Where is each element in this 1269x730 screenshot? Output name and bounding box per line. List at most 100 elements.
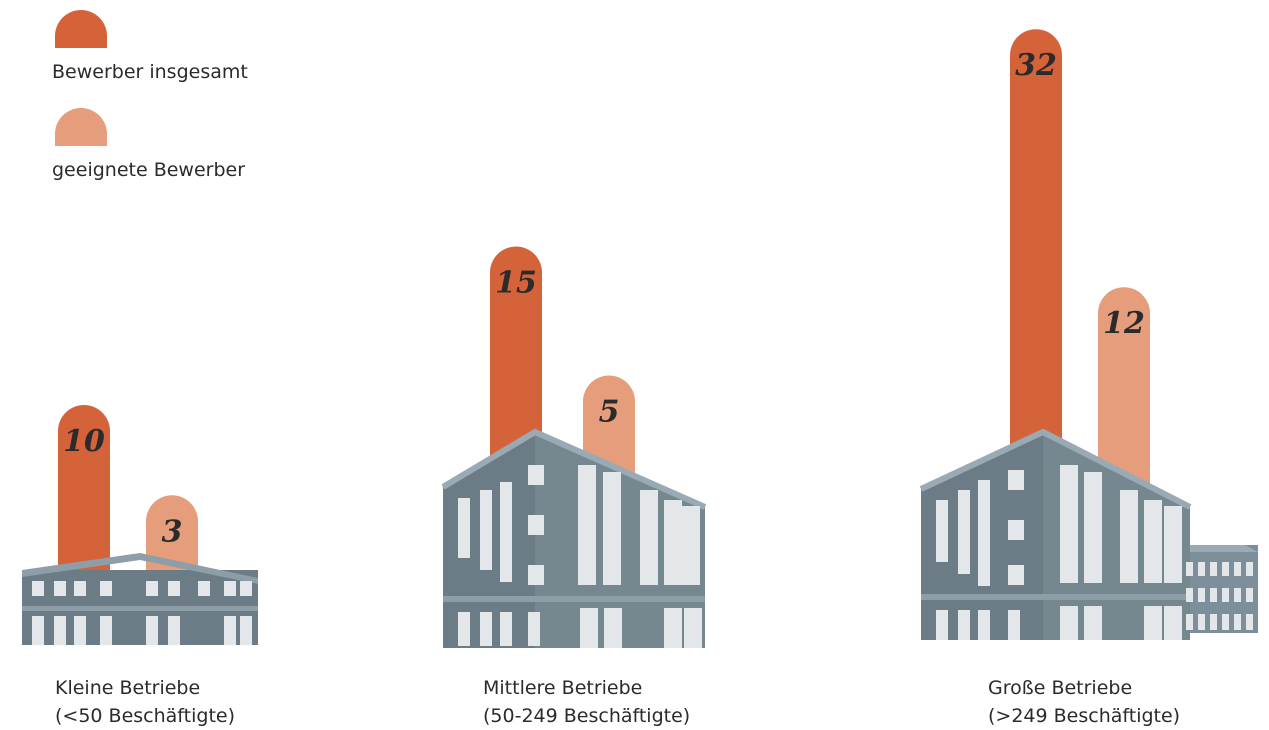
window [528, 565, 544, 585]
window [1008, 565, 1024, 585]
window [1222, 588, 1229, 602]
legend-swatch [55, 108, 107, 146]
window [500, 482, 512, 582]
legend-label: geeignete Bewerber [52, 159, 245, 181]
chimney-bar [1098, 287, 1150, 520]
window [54, 581, 66, 596]
window [168, 581, 180, 596]
legend-label: Bewerber insgesamt [52, 61, 248, 83]
legend-swatch [55, 10, 107, 48]
window [458, 498, 470, 558]
window [1210, 614, 1217, 630]
window [664, 608, 682, 648]
window [578, 465, 596, 585]
roof [441, 428, 707, 510]
roof [22, 553, 258, 584]
window [240, 581, 252, 596]
window [32, 581, 44, 596]
value-label: 12 [1103, 306, 1145, 341]
window [74, 616, 86, 645]
window [480, 612, 492, 646]
window [640, 490, 658, 585]
window [1198, 562, 1205, 576]
window [682, 506, 700, 585]
window [1210, 588, 1217, 602]
window [168, 616, 180, 645]
window [1210, 562, 1217, 576]
window [1198, 588, 1205, 602]
window [1008, 520, 1024, 540]
window [32, 616, 44, 645]
building [1043, 432, 1190, 640]
window [1222, 562, 1229, 576]
window [1246, 562, 1253, 576]
window [603, 472, 621, 585]
value-label: 32 [1015, 48, 1057, 83]
window [100, 616, 112, 645]
legend: Bewerber insgesamt geeignete Bewerber [52, 10, 248, 181]
window [224, 616, 236, 645]
window [1164, 606, 1182, 640]
window [100, 581, 112, 596]
roof [919, 428, 1192, 510]
window [1144, 500, 1162, 583]
window [1246, 588, 1253, 602]
window [528, 612, 540, 646]
value-label: 10 [63, 424, 105, 459]
category-note: (50-249 Beschäftigte) [483, 705, 690, 727]
chimney-bar [1010, 29, 1062, 520]
window [458, 612, 470, 646]
window [936, 500, 948, 562]
window [528, 515, 544, 535]
value-label: 15 [495, 266, 537, 301]
window [1084, 606, 1102, 640]
window [580, 608, 598, 648]
window [1164, 506, 1182, 583]
chimney-bar [58, 405, 110, 580]
band [921, 594, 1190, 600]
window [1234, 614, 1241, 630]
window [1186, 588, 1193, 602]
window [1186, 614, 1193, 630]
window [1246, 614, 1253, 630]
window [958, 490, 970, 574]
window [936, 610, 948, 640]
window [978, 610, 990, 640]
windows [32, 465, 1253, 648]
window [1120, 490, 1138, 583]
window [146, 581, 158, 596]
band [22, 606, 258, 611]
window [958, 610, 970, 640]
window [198, 581, 210, 596]
category-note: (>249 Beschäftigte) [988, 705, 1180, 727]
window [1060, 606, 1078, 640]
window [54, 616, 66, 645]
window [1234, 562, 1241, 576]
roof [1180, 545, 1258, 552]
value-label: 5 [599, 395, 620, 430]
window [1198, 614, 1205, 630]
category-label: Kleine Betriebe [55, 677, 200, 699]
window [1008, 610, 1020, 640]
window [480, 490, 492, 570]
window [684, 608, 702, 648]
window [978, 480, 990, 586]
window [500, 612, 512, 646]
window [664, 500, 682, 585]
category-note: (<50 Beschäftigte) [55, 705, 235, 727]
category-label: Große Betriebe [988, 677, 1132, 699]
window [604, 608, 622, 648]
window [146, 616, 158, 645]
value-label: 3 [162, 514, 183, 549]
window [240, 616, 252, 645]
band [443, 596, 705, 602]
window [1144, 606, 1162, 640]
category-label: Mittlere Betriebe [483, 677, 642, 699]
category-labels: Kleine Betriebe (<50 Beschäftigte) Mittler… [55, 677, 1180, 727]
window [1060, 465, 1078, 583]
window [1222, 614, 1229, 630]
window [1084, 472, 1102, 583]
window [1186, 562, 1193, 576]
